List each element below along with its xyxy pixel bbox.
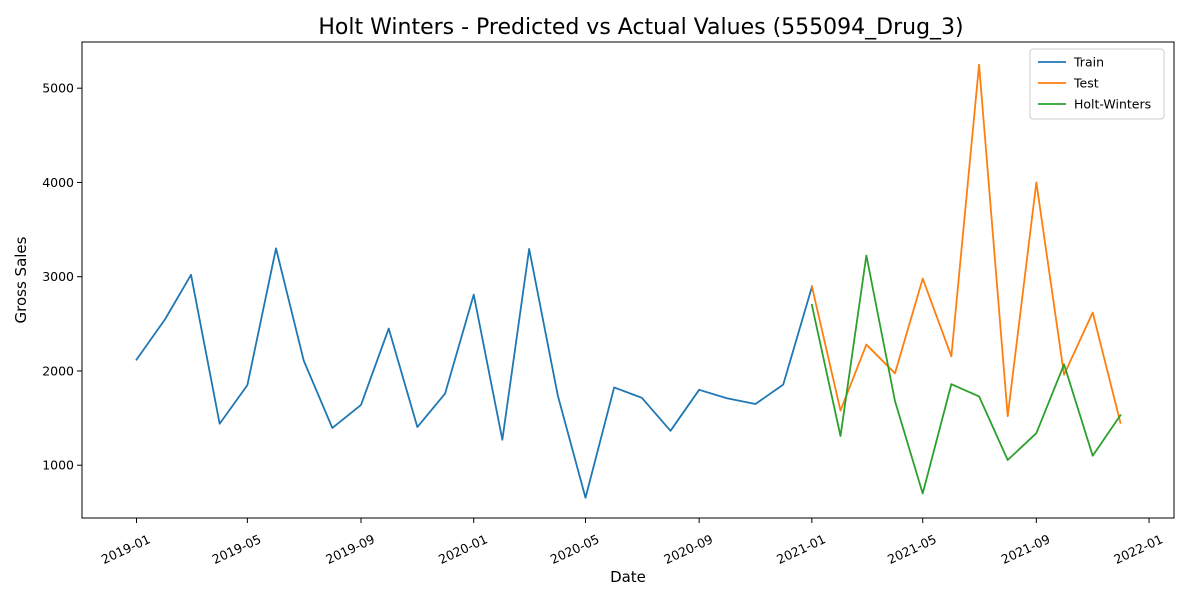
y-tick-label: 5000 (42, 81, 74, 96)
legend-box (1029, 48, 1165, 120)
legend-label: Holt-Winters (1074, 97, 1151, 112)
legend-label: Test (1073, 76, 1099, 91)
y-tick-label: 3000 (42, 269, 74, 284)
legend-label: Train (1073, 55, 1104, 70)
series-line-test (810, 63, 1122, 424)
y-axis-label: Gross Sales (12, 236, 30, 323)
axes-frame (81, 41, 1175, 519)
series-line-train (135, 247, 813, 499)
y-tick-label: 4000 (42, 175, 74, 190)
y-tick-label: 2000 (42, 363, 74, 378)
y-tick-label: 1000 (42, 458, 74, 473)
chart-title: Holt Winters - Predicted vs Actual Value… (318, 15, 963, 40)
legend: Train Test Holt-Winters (1029, 48, 1165, 120)
x-axis-label: Date (610, 568, 646, 586)
series-line-holt-winters (810, 254, 1122, 495)
